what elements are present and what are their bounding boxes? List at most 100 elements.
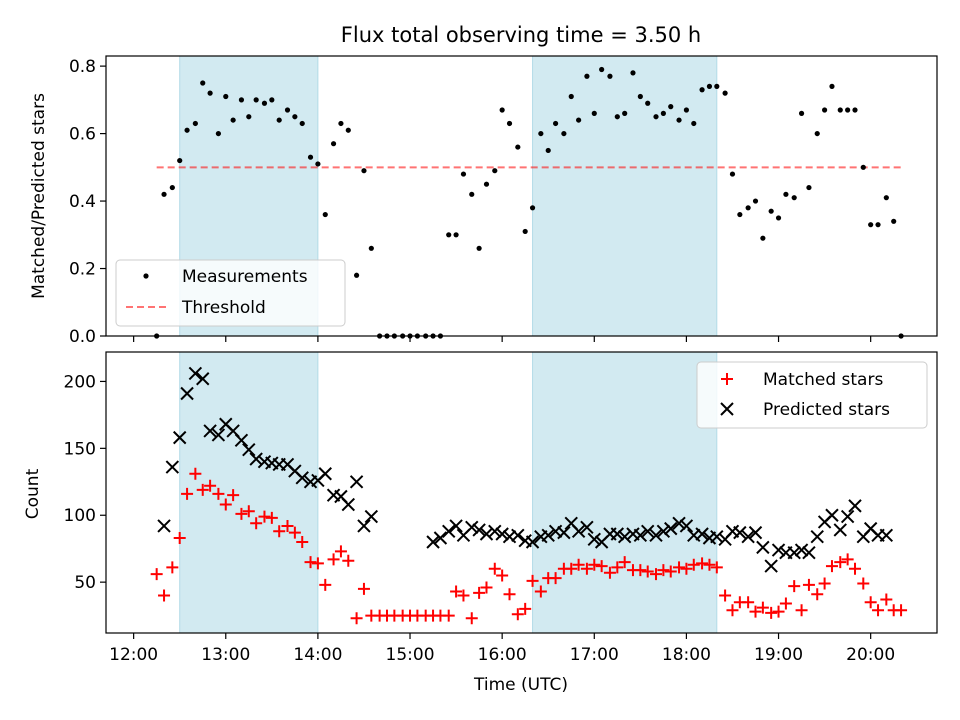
predicted-star-marker [541, 528, 555, 543]
predicted-star-marker [449, 519, 463, 533]
bottom-axes-frame [105, 351, 938, 634]
measurement-point [261, 100, 268, 106]
x-tick-label: 14:00 [293, 645, 342, 665]
y-tick-label: 0.6 [69, 125, 96, 145]
matched-star-marker [473, 586, 486, 599]
y-tick-label: 0.2 [69, 260, 96, 280]
legend-label-predicted: Predicted stars [763, 400, 890, 420]
predicted-star-marker [580, 520, 594, 534]
x-tick-label: 20:00 [846, 645, 895, 665]
measurement-point [668, 104, 674, 110]
predicted-star-marker [488, 524, 502, 539]
matched-star-marker [841, 553, 854, 566]
measurement-point [829, 83, 835, 89]
matched-star-marker [811, 588, 824, 601]
matched-star-marker [742, 596, 755, 609]
measurement-point [591, 110, 597, 116]
matched-star-marker [549, 572, 562, 585]
measurement-point [660, 110, 666, 116]
predicted-star-marker [656, 524, 671, 539]
y-tick-label: 200 [64, 372, 96, 392]
measurement-point [322, 211, 328, 218]
predicted-star-marker [203, 424, 217, 438]
measurement-point [515, 144, 521, 150]
matched-star-marker [519, 602, 532, 615]
predicted-star-marker [710, 529, 724, 544]
y-tick-label: 0.4 [69, 192, 96, 212]
predicted-star-marker [787, 546, 801, 560]
x-tick-label: 17:00 [570, 645, 619, 665]
x-axis-label: Time (UTC) [473, 675, 568, 695]
measurement-point [460, 171, 467, 177]
matched-star-marker [158, 589, 171, 602]
matched-star-marker [457, 589, 470, 602]
predicted-star-marker [802, 546, 816, 560]
x-tick-label: 15:00 [386, 645, 435, 665]
measurement-point [330, 141, 337, 147]
predicted-star-marker [794, 543, 809, 557]
measurement-point [607, 73, 613, 79]
legend-label-threshold: Threshold [181, 298, 266, 318]
measurement-point [315, 161, 321, 167]
matched-star-marker [857, 577, 870, 590]
matched-star-marker [219, 498, 232, 511]
predicted-star-markers [157, 366, 894, 573]
matched-star-marker [680, 562, 693, 575]
matched-star-marker [618, 556, 631, 569]
measurement-point [683, 107, 690, 113]
measurement-point [622, 110, 628, 116]
matched-star-marker [166, 561, 179, 574]
predicted-star-marker [641, 524, 655, 539]
measurement-point [169, 184, 175, 191]
measurement-point [637, 93, 643, 100]
measurement-point [506, 120, 513, 127]
predicted-star-marker [679, 519, 694, 533]
measurement-point [645, 100, 651, 106]
matched-star-marker [227, 489, 240, 502]
matched-star-marker [580, 562, 593, 575]
measurement-point [561, 130, 567, 137]
measurement-point [184, 127, 190, 133]
legend-label-measurements: Measurements [182, 267, 308, 287]
predicted-star-marker [364, 509, 379, 524]
measurement-point [368, 245, 374, 251]
measurement-point [269, 97, 275, 103]
measurement-point [875, 222, 881, 228]
predicted-star-marker [840, 509, 855, 524]
measurement-point [699, 87, 705, 93]
top-legend: Measurements Threshold [115, 259, 346, 327]
matched-star-marker [788, 580, 801, 593]
matched-star-marker [511, 608, 524, 621]
matched-star-marker [189, 467, 202, 480]
measurement-point [338, 120, 344, 127]
matched-star-marker [719, 589, 732, 602]
x-tick-label: 13:00 [201, 645, 250, 665]
bottom-legend-box [696, 361, 928, 429]
measurement-point [200, 80, 206, 86]
measurement-point [476, 245, 482, 251]
measurement-point [307, 154, 314, 160]
predicted-star-marker [349, 475, 364, 489]
measurement-point [469, 191, 475, 197]
measurement-points [154, 66, 904, 339]
matched-star-marker [703, 558, 716, 571]
measurement-point [845, 107, 851, 113]
bottom-y-axis-label: Count [23, 468, 43, 519]
bottom-x-axis: 12:00 13:00 14:00 15:00 16:00 17:00 18:00 19:00… [109, 633, 895, 665]
bottom-y-axis: 50 100 150 200 [64, 372, 106, 593]
matched-star-marker [212, 487, 225, 500]
matched-star-marker [296, 536, 309, 549]
measurement-point [522, 228, 528, 235]
matched-star-marker [265, 511, 278, 524]
predicted-star-marker [196, 372, 210, 386]
matched-star-marker [503, 588, 516, 601]
measurement-point [706, 83, 713, 89]
predicted-star-marker [733, 525, 747, 540]
matched-star-marker [350, 612, 363, 625]
measurement-point [568, 93, 574, 100]
predicted-star-marker [557, 525, 571, 540]
predicted-star-marker [318, 467, 332, 481]
top-y-axis: 0.0 0.2 0.4 0.6 0.8 [69, 57, 106, 347]
measurement-point [783, 191, 789, 197]
matched-star-marker [288, 526, 301, 539]
